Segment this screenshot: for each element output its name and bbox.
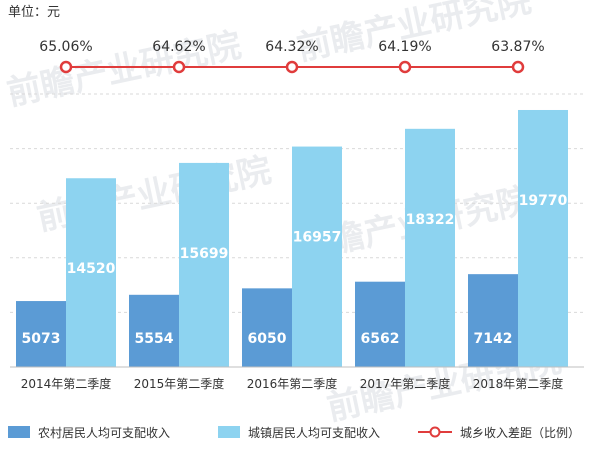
ratio-point [398,60,412,74]
x-tick-label: 2018年第二季度 [473,376,564,391]
legend-label-rural: 农村居民人均可支配收入 [38,426,170,440]
unit-label: 单位：元 [8,5,60,20]
x-tick-label: 2015年第二季度 [134,376,225,391]
legend-marker-ratio [429,426,441,438]
bar-rural [468,274,518,367]
x-tick-label: 2016年第二季度 [247,376,338,391]
ratio-label: 64.62% [152,39,205,55]
bar-label-urban: 19770 [519,193,568,209]
bar-urban [405,128,455,367]
bar-label-urban: 14520 [67,261,116,277]
bar-label-rural: 5554 [135,331,174,347]
bar-series: 5073 14520 5554 15699 6050 16957 6562 18322 7142… [16,109,568,368]
x-tick-label: 2017年第二季度 [360,376,451,391]
bar-label-urban: 18322 [406,212,455,228]
ratio-point [59,60,73,74]
ratio-point [511,60,525,74]
ratio-point [285,60,299,74]
ratio-label: 65.06% [39,39,92,55]
bar-rural [355,281,405,367]
bar-label-urban: 16957 [293,230,342,246]
legend-swatch-rural [8,426,30,438]
watermark-text: 前瞻产业研究院 [294,0,535,69]
legend: 农村居民人均可支配收入 城镇居民人均可支配收入 城乡收入差距（比例） [8,426,580,440]
bar-urban [66,178,116,367]
x-axis-ticks: 2014年第二季度 2015年第二季度 2016年第二季度 2017年第二季度 2018… [21,376,564,391]
bar-urban [292,146,342,367]
x-tick-label: 2014年第二季度 [21,376,112,391]
legend-swatch-urban [218,426,240,438]
bar-rural [242,288,292,367]
legend-label-ratio: 城乡收入差距（比例） [460,426,580,440]
bar-label-urban: 15699 [180,246,229,262]
ratio-label: 63.87% [491,39,544,55]
bar-label-rural: 5073 [22,331,61,347]
ratio-point [172,60,186,74]
ratio-label: 64.19% [378,39,431,55]
bar-urban [179,162,229,367]
legend-label-urban: 城镇居民人均可支配收入 [248,426,380,440]
ratio-label: 64.32% [265,39,318,55]
bar-label-rural: 7142 [474,331,513,347]
bar-label-rural: 6562 [361,331,400,347]
bar-rural [129,294,179,367]
bar-label-rural: 6050 [248,331,287,347]
bar-rural [16,301,66,367]
ratio-line-series: 65.06% 64.62% 64.32% 64.19% 63.87% [39,39,545,74]
bar-urban [518,109,568,368]
